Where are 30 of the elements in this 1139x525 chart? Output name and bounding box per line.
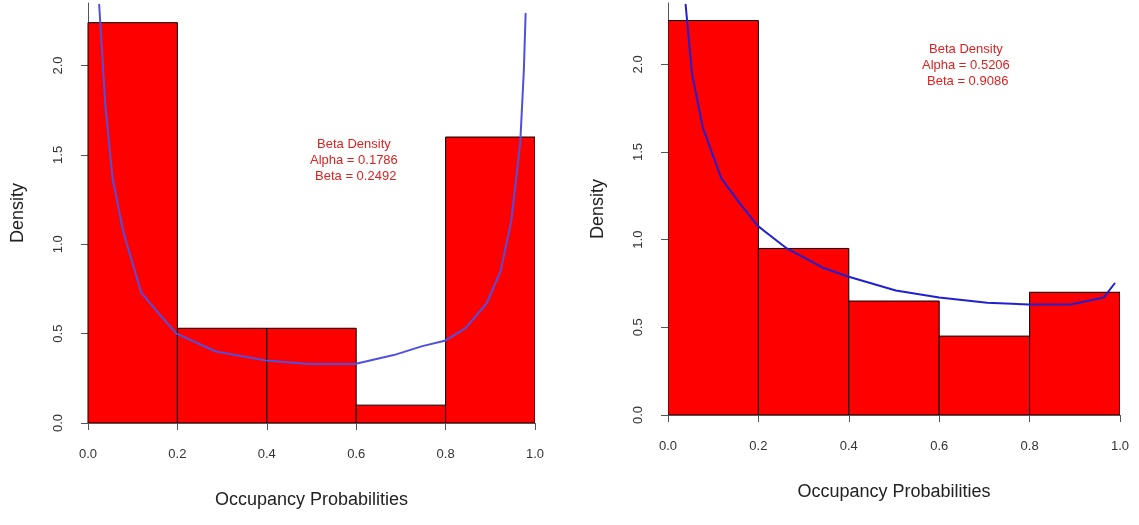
y-tick-label: 0.0: [630, 405, 645, 425]
annotation: Beta Density Alpha = 0.1786 Beta = 0.2492: [310, 135, 398, 183]
y-tick-label: 1.0: [50, 235, 65, 254]
y-tick-label: 0.5: [50, 324, 65, 343]
x-tick-label: 1.0: [525, 446, 545, 461]
x-tick-label: 0.6: [930, 438, 949, 453]
x-tick-label: 0.2: [749, 438, 768, 453]
y-tick-label: 2.0: [50, 56, 65, 75]
x-tick-label: 0.6: [347, 446, 366, 461]
x-axis-title: Occupancy Probabilities: [797, 481, 991, 501]
y-tick-label: 1.5: [50, 145, 65, 164]
x-tick-label: 0.8: [1020, 438, 1039, 453]
x-tick-label: 0.2: [168, 446, 187, 461]
x-tick-label: 0.8: [436, 446, 455, 461]
line-series: [684, 3, 1116, 306]
y-axis-title: Density: [587, 178, 607, 240]
x-tick-label: 0.0: [658, 438, 678, 453]
y-tick-label: 2.0: [630, 55, 645, 74]
annotation: Beta Density Alpha = 0.5206 Beta = 0.9086: [922, 40, 1010, 88]
x-tick-label: 0.4: [257, 446, 276, 461]
y-tick-label: 0.0: [50, 413, 65, 433]
x-tick-label: 0.0: [78, 446, 98, 461]
y-tick-label: 0.5: [630, 318, 645, 337]
y-tick-label: 1.0: [630, 230, 645, 249]
y-axis-title: Density: [7, 182, 27, 244]
y-tick-label: 1.5: [630, 142, 645, 162]
x-axis-title: Occupancy Probabilities: [214, 489, 409, 509]
x-tick-label: 0.4: [839, 438, 858, 453]
x-tick-label: 1.0: [1110, 438, 1130, 453]
line-series: [98, 3, 527, 366]
